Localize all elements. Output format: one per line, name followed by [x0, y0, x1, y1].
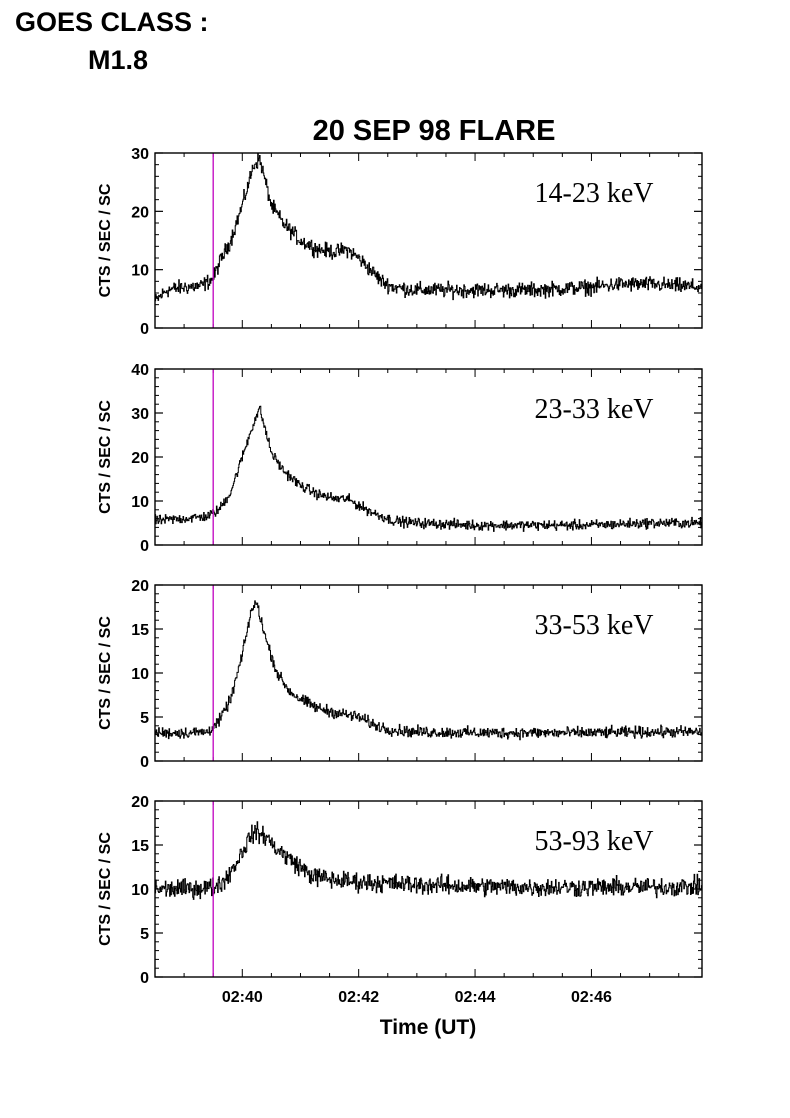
x-tick-label: 02:42 — [338, 989, 379, 1006]
y-axis-label: CTS / SEC / SC — [97, 616, 114, 730]
panels-group: 0 10 20 30 CTS / SEC / SC 14-23 keV 0 10 20 30 40 C… — [97, 146, 703, 1006]
panel-2: 0 10 20 30 40 CTS / SEC / SC 23-33 keV — [97, 362, 703, 555]
energy-band-label: 53-93 keV — [535, 826, 654, 857]
panel-frame — [154, 800, 703, 978]
y-axis-label: CTS / SEC / SC — [97, 183, 114, 297]
y-tick-label: 30 — [131, 406, 149, 423]
y-tick-label: 10 — [131, 666, 149, 683]
y-tick-label: 0 — [140, 321, 149, 338]
y-tick-label: 10 — [131, 882, 149, 899]
goes-class-label: GOES CLASS : — [15, 7, 209, 37]
y-tick-label: 20 — [131, 204, 149, 221]
y-tick-label: 0 — [140, 754, 149, 771]
y-tick-label: 20 — [131, 578, 149, 595]
x-tick-label: 02:46 — [571, 989, 612, 1006]
y-tick-label: 20 — [131, 794, 149, 811]
goes-class-value: M1.8 — [88, 45, 148, 75]
y-axis-label: CTS / SEC / SC — [97, 400, 114, 514]
light-curve-4 — [155, 821, 702, 900]
light-curve-1 — [155, 153, 702, 302]
y-tick-label: 40 — [131, 362, 149, 379]
energy-band-label: 23-33 keV — [535, 394, 654, 425]
panel-3: 0 5 10 15 20 CTS / SEC / SC 33-53 keV — [97, 578, 703, 771]
y-tick-label: 15 — [131, 838, 149, 855]
y-tick-label: 0 — [140, 538, 149, 555]
y-tick-label: 15 — [131, 622, 149, 639]
y-tick-label: 20 — [131, 450, 149, 467]
y-axis-label: CTS / SEC / SC — [97, 832, 114, 946]
panel-frame — [154, 584, 703, 762]
energy-band-label: 14-23 keV — [535, 178, 654, 209]
x-tick-label: 02:40 — [222, 989, 263, 1006]
light-curve-3 — [155, 600, 702, 741]
light-curve-2 — [155, 405, 702, 532]
x-axis-label: Time (UT) — [380, 1016, 476, 1039]
panel-frame — [154, 368, 703, 546]
x-tick-label: 02:44 — [455, 989, 496, 1006]
panel-1: 0 10 20 30 CTS / SEC / SC 14-23 keV — [97, 146, 703, 338]
y-tick-label: 30 — [131, 146, 149, 163]
y-tick-label: 0 — [140, 970, 149, 987]
panel-frame — [154, 152, 703, 329]
energy-band-label: 33-53 keV — [535, 610, 654, 641]
y-tick-label: 5 — [140, 926, 149, 943]
y-tick-label: 10 — [131, 494, 149, 511]
panel-4: 0 5 10 15 20 CTS / SEC / SC 53-93 keV 02:40 02:4… — [97, 794, 703, 1006]
y-tick-label: 5 — [140, 710, 149, 727]
chart-title: 20 SEP 98 FLARE — [313, 115, 556, 147]
y-tick-label: 10 — [131, 263, 149, 280]
